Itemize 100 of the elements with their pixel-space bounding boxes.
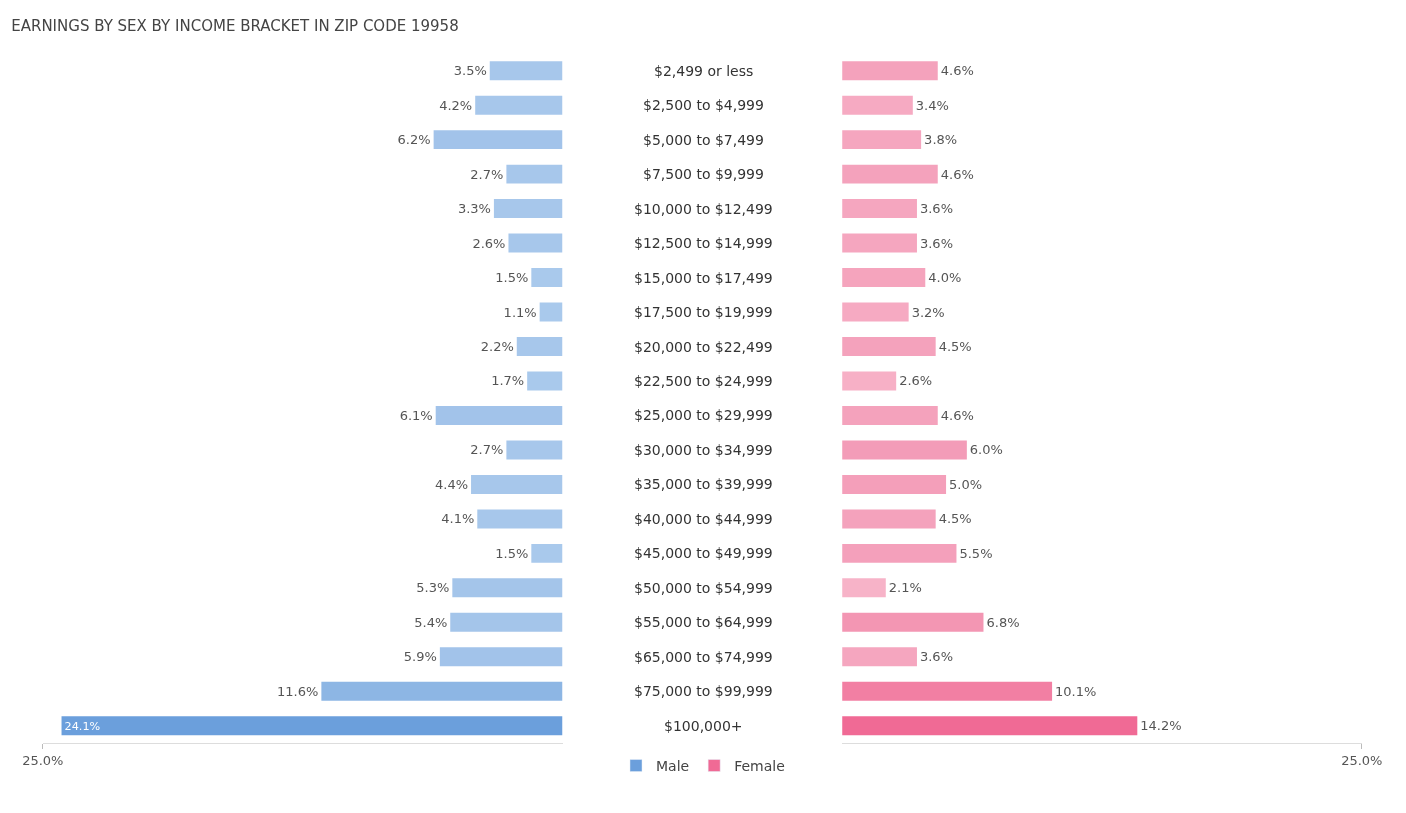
- y-tick-label: $75,000 to $99,999: [634, 683, 773, 699]
- data-label: 3.3%: [457, 201, 491, 217]
- bar: [493, 199, 563, 219]
- data-label: 2.7%: [470, 442, 504, 458]
- y-tick-label: $65,000 to $74,999: [634, 649, 773, 665]
- data-label: 4.6%: [940, 63, 974, 79]
- bar: [475, 95, 563, 115]
- data-label: 3.5%: [453, 63, 487, 79]
- data-label: 10.1%: [1055, 683, 1097, 699]
- data-label: 4.6%: [940, 166, 974, 182]
- data-label: 24.1%: [64, 719, 101, 733]
- data-label: 14.2%: [1140, 718, 1182, 734]
- chart-title: EARNINGS BY SEX BY INCOME BRACKET IN ZIP CODE 19958: [11, 16, 459, 35]
- bar: [842, 543, 957, 563]
- bar: [61, 716, 563, 736]
- bar: [842, 474, 947, 494]
- bar: [508, 233, 563, 253]
- bar: [842, 440, 967, 460]
- data-label: 3.6%: [919, 649, 953, 665]
- bar: [842, 337, 936, 356]
- y-tick-label: $25,000 to $29,999: [634, 407, 773, 423]
- data-label: 5.4%: [414, 614, 448, 630]
- y-tick-label: $7,500 to $9,999: [643, 166, 764, 182]
- bar: [842, 95, 913, 115]
- bar: [450, 612, 563, 632]
- y-tick-label: $2,499 or less: [654, 63, 754, 79]
- bar: [842, 199, 917, 219]
- bar: [842, 164, 938, 184]
- bar: [321, 681, 563, 701]
- data-label: 3.8%: [924, 132, 958, 148]
- data-label: 4.5%: [938, 511, 972, 527]
- y-tick-label: $20,000 to $22,499: [634, 339, 773, 355]
- bar: [842, 61, 938, 81]
- data-label: 1.5%: [495, 270, 529, 286]
- bar: [842, 647, 917, 667]
- legend-label: Female: [734, 757, 785, 774]
- bar: [439, 647, 563, 667]
- x-tick-label: 25.0%: [1341, 752, 1383, 768]
- y-tick-label: $35,000 to $39,999: [634, 476, 773, 492]
- data-label: 1.7%: [491, 373, 525, 389]
- data-label: 6.0%: [969, 442, 1003, 458]
- data-label: 3.6%: [919, 235, 953, 251]
- bar: [506, 440, 563, 460]
- bar: [477, 509, 563, 529]
- bar: [489, 61, 563, 81]
- data-label: 4.6%: [940, 407, 974, 423]
- y-tick-label: $2,500 to $4,999: [643, 97, 764, 113]
- bar: [506, 164, 563, 184]
- bar: [842, 302, 909, 322]
- data-label: 5.9%: [403, 649, 437, 665]
- bar: [531, 268, 563, 288]
- y-tick-label: $10,000 to $12,499: [634, 201, 773, 217]
- x-tick-label: 25.0%: [22, 752, 64, 768]
- bar: [539, 302, 563, 322]
- bar: [842, 578, 886, 598]
- bar: [842, 405, 938, 425]
- data-label: 6.8%: [986, 614, 1020, 630]
- data-label: 3.2%: [911, 304, 945, 320]
- bar: [842, 268, 926, 288]
- bar: [842, 509, 936, 529]
- y-tick-label: $50,000 to $54,999: [634, 580, 773, 596]
- data-label: 1.1%: [503, 304, 537, 320]
- y-tick-label: $5,000 to $7,499: [643, 132, 764, 148]
- y-tick-label: $15,000 to $17,499: [634, 270, 773, 286]
- data-label: 2.6%: [899, 373, 933, 389]
- y-tick-label: $22,500 to $24,999: [634, 373, 773, 389]
- bar: [531, 543, 563, 563]
- y-tick-label: $40,000 to $44,999: [634, 511, 773, 527]
- y-tick-label: $17,500 to $19,999: [634, 304, 773, 320]
- bar: [433, 130, 563, 150]
- data-label: 2.1%: [888, 580, 922, 596]
- bar: [452, 578, 563, 598]
- y-tick-label: $55,000 to $64,999: [634, 614, 773, 630]
- legend-label: Male: [656, 757, 690, 774]
- bar: [842, 233, 917, 253]
- data-label: 3.6%: [919, 201, 953, 217]
- data-label: 6.1%: [399, 407, 433, 423]
- data-label: 6.2%: [397, 132, 431, 148]
- bar: [842, 130, 922, 150]
- data-label: 1.5%: [495, 545, 529, 561]
- data-label: 11.6%: [277, 683, 319, 699]
- bar: [435, 405, 563, 425]
- bar: [842, 681, 1053, 701]
- y-tick-label: $12,500 to $14,999: [634, 235, 773, 251]
- bar: [471, 474, 563, 494]
- data-label: 4.4%: [435, 476, 469, 492]
- data-label: 2.6%: [472, 235, 506, 251]
- y-tick-label: $45,000 to $49,999: [634, 545, 773, 561]
- data-label: 4.0%: [928, 270, 962, 286]
- data-label: 5.3%: [416, 580, 450, 596]
- bar: [527, 371, 563, 391]
- bar: [842, 371, 897, 391]
- bar: [842, 716, 1138, 736]
- data-label: 3.4%: [915, 97, 949, 113]
- y-tick-label: $30,000 to $34,999: [634, 442, 773, 458]
- data-label: 5.5%: [959, 545, 993, 561]
- bar: [516, 337, 563, 356]
- data-label: 2.7%: [470, 166, 504, 182]
- data-label: 4.5%: [938, 339, 972, 355]
- bar: [842, 612, 984, 632]
